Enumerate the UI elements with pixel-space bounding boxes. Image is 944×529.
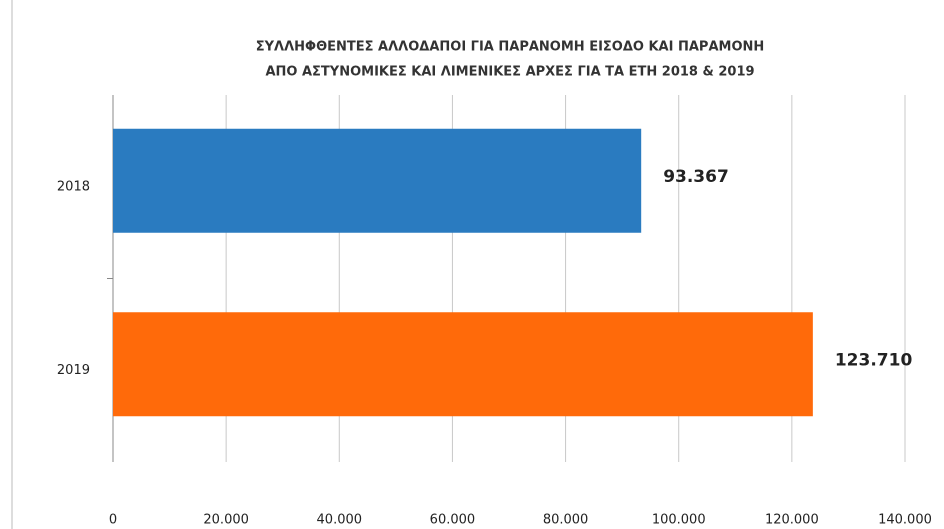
chart-title: ΣΥΛΛΗΦΘΕΝΤΕΣ ΑΛΛΟΔΑΠΟΙ ΓΙΑ ΠΑΡΑΝΟΜΗ ΕΙΣΟ… xyxy=(256,40,765,55)
x-tick-label: 40.000 xyxy=(317,513,363,528)
x-tick-label: 100.000 xyxy=(652,513,706,528)
value-label: 93.367 xyxy=(663,167,729,187)
x-tick-label: 20.000 xyxy=(203,513,249,528)
y-tick-label: 2018 xyxy=(57,179,90,194)
chart-title: ΑΠΟ ΑΣΤΥΝΟΜΙΚΕΣ ΚΑΙ ΛΙΜΕΝΙΚΕΣ ΑΡΧΕΣ ΓΙΑ … xyxy=(265,65,754,80)
value-label: 123.710 xyxy=(835,350,913,370)
bar xyxy=(113,128,642,233)
x-tick-label: 60.000 xyxy=(430,513,476,528)
x-tick-label: 120.000 xyxy=(765,513,819,528)
bar xyxy=(113,312,813,417)
x-tick-label: 80.000 xyxy=(543,513,589,528)
y-tick-label: 2019 xyxy=(57,363,90,378)
x-tick-label: 0 xyxy=(109,513,117,528)
x-tick-label: 140.000 xyxy=(878,513,932,528)
